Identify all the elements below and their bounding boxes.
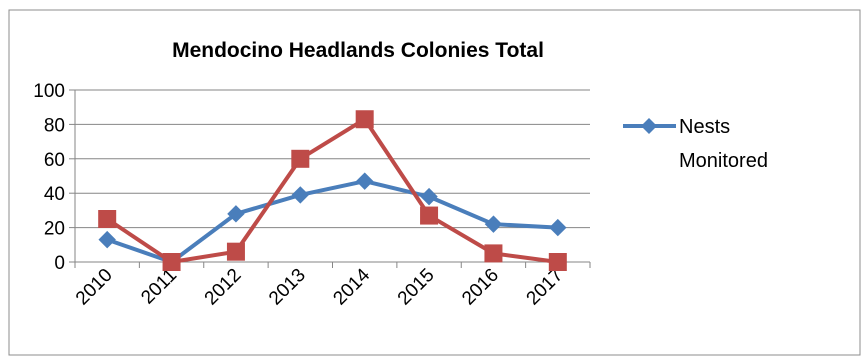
gridlines <box>75 89 590 229</box>
data-point <box>355 110 374 129</box>
legend: Nests Monitored <box>623 116 768 172</box>
chart-border <box>8 9 861 356</box>
y-tick-label: 60 <box>44 150 65 171</box>
data-point <box>98 230 116 249</box>
data-point <box>291 186 310 204</box>
data-point <box>291 149 310 168</box>
y-tick-label: 0 <box>54 253 65 274</box>
data-point <box>226 242 245 261</box>
legend-label-line: Monitored <box>679 150 768 172</box>
data-point <box>548 253 567 271</box>
data-point <box>484 244 503 263</box>
data-point <box>162 253 181 271</box>
y-tick-label: 40 <box>44 184 65 205</box>
y-tick-label: 80 <box>44 115 65 136</box>
y-axis-ticks: 0 20 40 60 80 100 <box>33 81 75 274</box>
data-point <box>98 210 117 228</box>
data-point <box>420 206 439 225</box>
legend-label-line: Nests <box>679 116 730 138</box>
series <box>98 110 567 271</box>
legend-label: Nests Monitored <box>679 116 768 172</box>
data-point <box>549 218 567 237</box>
series-line <box>106 117 559 264</box>
data-point <box>355 172 374 190</box>
data-point <box>227 205 245 223</box>
data-point <box>420 187 438 206</box>
series-2 <box>98 110 567 271</box>
series-line <box>106 179 558 264</box>
legend-marker <box>641 118 657 134</box>
y-tick-label: 100 <box>33 81 65 102</box>
y-tick-label: 20 <box>44 219 65 240</box>
data-point <box>484 215 503 233</box>
chart-title: Mendocino Headlands Colonies Total <box>172 39 544 62</box>
